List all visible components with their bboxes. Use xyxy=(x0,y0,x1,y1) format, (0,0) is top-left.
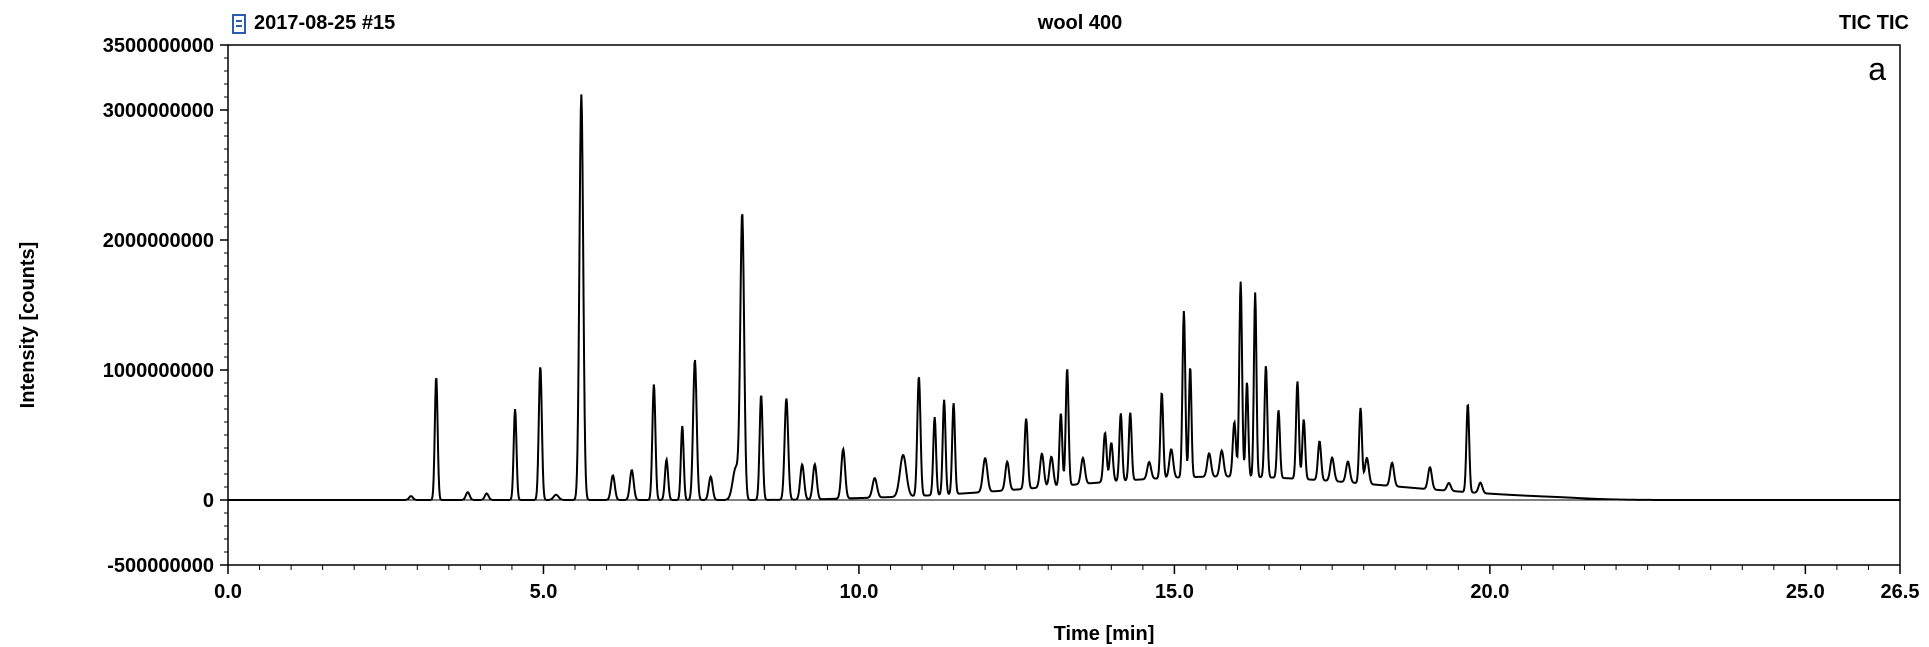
sample-title: wool 400 xyxy=(1037,12,1123,34)
y-tick-label: 0 xyxy=(203,490,214,512)
x-tick-label: 15.0 xyxy=(1155,581,1194,603)
y-tick-label: 2000000000 xyxy=(103,230,214,252)
document-icon xyxy=(232,13,246,34)
x-tick-label: 20.0 xyxy=(1470,581,1509,603)
panel-label: a xyxy=(1868,51,1886,87)
sample-header: 2017-08-25 #15 xyxy=(232,12,395,35)
signal-trace xyxy=(228,94,1900,501)
y-tick-label: 1000000000 xyxy=(103,360,214,382)
trace-label: TIC TIC xyxy=(1839,12,1909,34)
y-tick-label: 3000000000 xyxy=(103,100,214,122)
x-tick-label: 26.5 xyxy=(1881,581,1920,603)
x-axis-label: Time [min] xyxy=(1054,623,1155,645)
x-tick-label: 10.0 xyxy=(839,581,878,603)
plot-frame xyxy=(227,44,1901,566)
sample-name: 2017-08-25 #15 xyxy=(254,12,396,34)
y-axis-label: Intensity [counts] xyxy=(17,242,39,409)
x-tick-label: 5.0 xyxy=(530,581,558,603)
x-tick-label: 25.0 xyxy=(1786,581,1825,603)
y-tick-label: 3500000000 xyxy=(103,35,214,57)
x-tick-label: 0.0 xyxy=(214,581,242,603)
y-tick-label: -500000000 xyxy=(107,555,214,577)
